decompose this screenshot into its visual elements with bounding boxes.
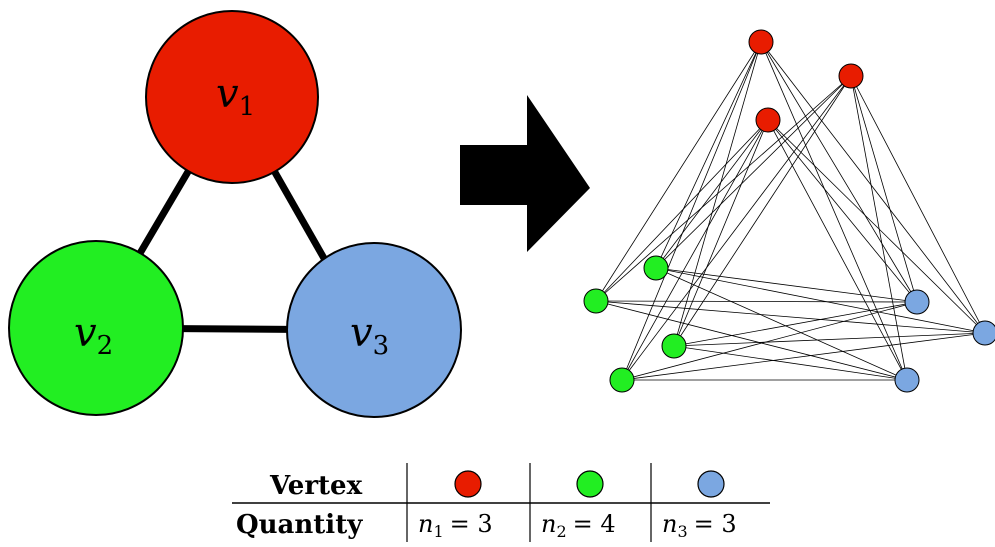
expanded-edge-17 — [621, 119, 769, 381]
expanded-edge-26 — [655, 267, 908, 381]
table-cell-n1: n1 = 3 — [418, 510, 493, 541]
expanded-edge-14 — [595, 119, 769, 302]
expanded-node-green-3 — [661, 333, 687, 359]
expanded-nodes — [583, 29, 995, 393]
table-cell-n2: n2 = 4 — [541, 510, 616, 541]
expanded-node-blue-2 — [972, 320, 995, 346]
table-swatch-green — [576, 470, 604, 498]
expanded-node-green-4 — [609, 367, 635, 393]
expanded-edge-10 — [621, 75, 852, 381]
expanded-edge-21 — [595, 300, 918, 303]
node-v1-label: v1 — [216, 71, 255, 122]
expanded-edge-12 — [850, 75, 986, 334]
expanded-node-red-1 — [748, 29, 774, 55]
arrow-right-icon — [460, 95, 590, 252]
node-v3: v3 — [286, 242, 462, 418]
expanded-edge-22 — [595, 300, 986, 334]
expanded-node-blue-1 — [904, 289, 930, 315]
node-v2: v2 — [8, 240, 184, 416]
table-header-quantity: Quantity — [236, 510, 363, 540]
expanded-node-red-3 — [755, 107, 781, 133]
expanded-edge-7 — [595, 75, 852, 302]
legend-table: Vertex Quantity n1 = 3 n2 = 4 n3 = 3 — [232, 463, 770, 542]
expanded-edge-6 — [760, 41, 908, 381]
expanded-edge-13 — [850, 75, 908, 381]
node-v2-label: v2 — [74, 310, 113, 361]
expanded-edge-11 — [850, 75, 918, 303]
node-v3-circle — [286, 242, 462, 418]
expanded-node-green-1 — [583, 288, 609, 314]
expanded-edge-15 — [655, 119, 769, 269]
expanded-edge-5 — [760, 41, 986, 334]
expanded-node-green-2 — [643, 255, 669, 281]
expanded-edge-4 — [760, 41, 918, 303]
expanded-edge-19 — [767, 119, 986, 334]
table-cell-n3: n3 = 3 — [662, 510, 737, 541]
expanded-edges — [595, 41, 986, 381]
expanded-edge-3 — [621, 41, 762, 381]
expanded-edge-31 — [621, 332, 986, 381]
expanded-edge-18 — [767, 119, 918, 303]
expanded-edge-27 — [673, 301, 918, 347]
table-swatch-red — [454, 470, 482, 498]
expanded-node-red-2 — [838, 63, 864, 89]
node-v3-label: v3 — [350, 310, 389, 361]
expanded-node-blue-3 — [894, 367, 920, 393]
expanded-edge-20 — [767, 119, 908, 381]
table-swatch-blue — [697, 470, 725, 498]
node-v1: v1 — [145, 10, 319, 184]
expanded-edge-1 — [655, 41, 762, 269]
expanded-edge-24 — [655, 267, 918, 303]
table-header-vertex: Vertex — [269, 471, 363, 501]
expanded-edge-8 — [655, 75, 852, 269]
expanded-edge-29 — [673, 345, 908, 381]
expanded-edge-0 — [595, 41, 762, 302]
expanded-edge-23 — [595, 300, 908, 381]
expanded-edge-25 — [655, 267, 986, 334]
expanded-edge-28 — [673, 332, 986, 347]
node-v1-circle — [145, 10, 319, 184]
node-v2-circle — [8, 240, 184, 416]
expanded-edge-30 — [621, 301, 918, 381]
